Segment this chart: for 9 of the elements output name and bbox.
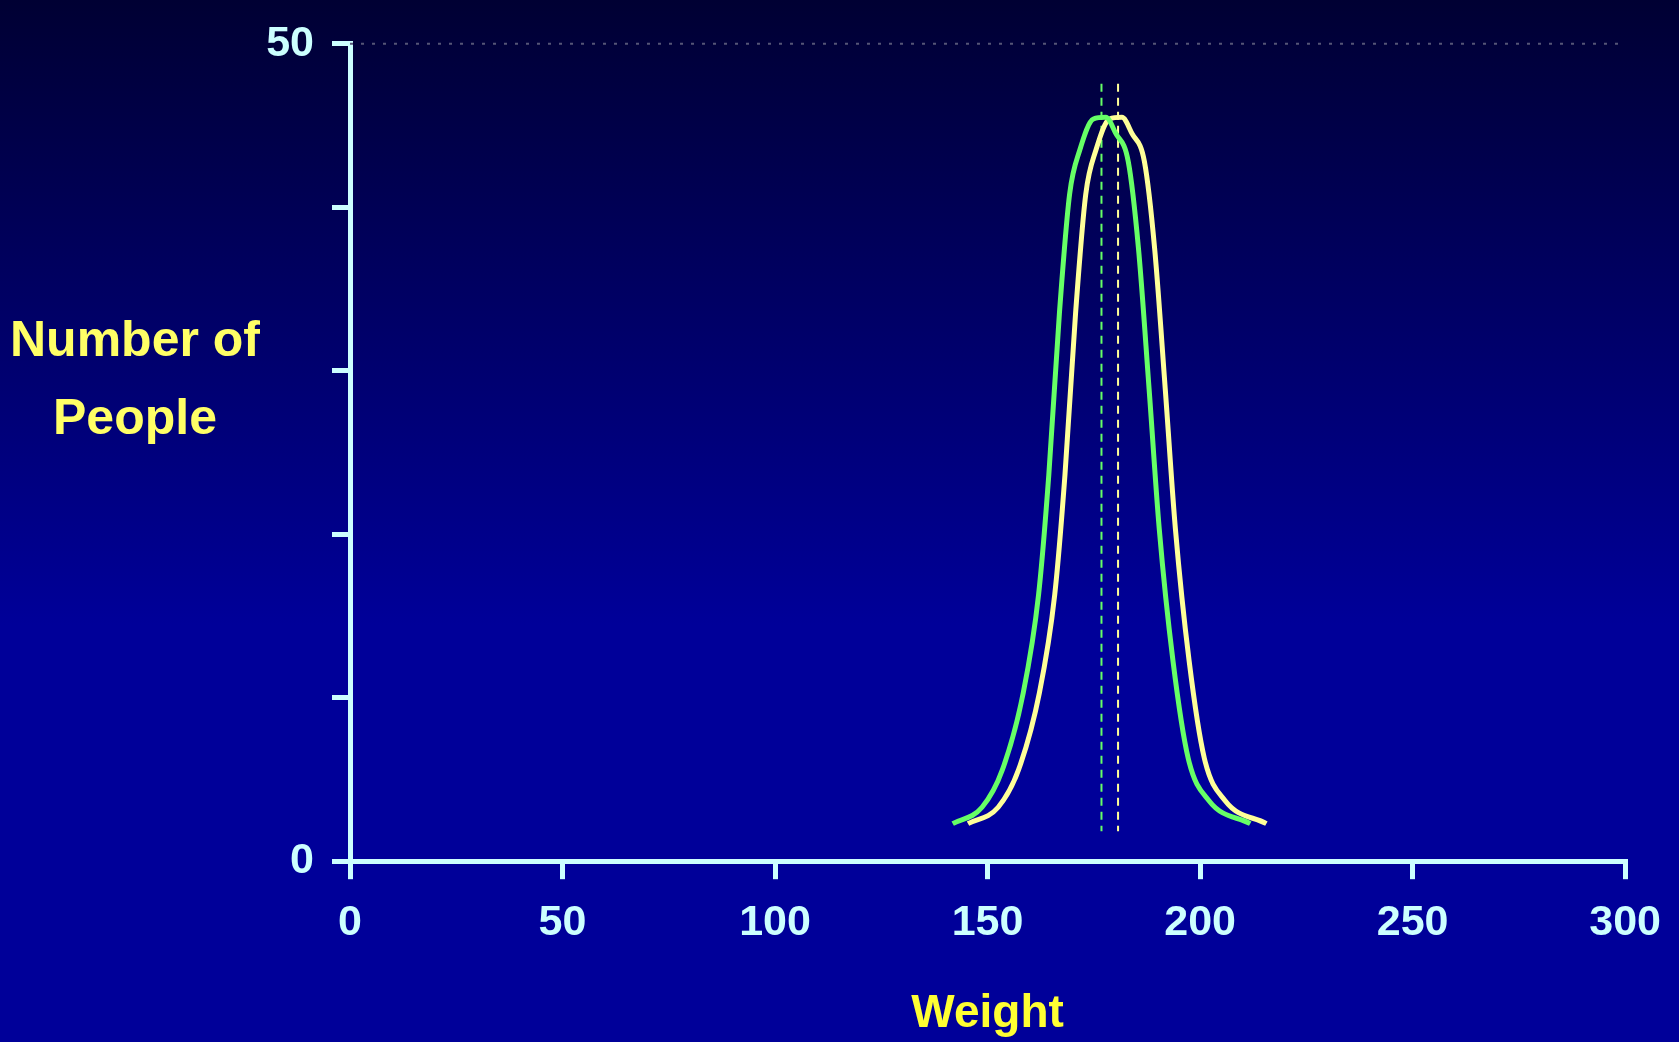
x-tick-label: 150 [951, 895, 1024, 944]
x-tick-label: 100 [739, 895, 811, 944]
x-tick-label: 200 [1164, 895, 1236, 944]
y-axis-title: Number of People [9, 310, 261, 447]
x-tick-label: 0 [338, 895, 362, 944]
x-tick-label: 250 [1376, 895, 1449, 944]
x-axis-title: Weight [911, 985, 1064, 1038]
x-tick-label: 300 [1589, 895, 1661, 944]
x-tick-label: 50 [538, 895, 587, 944]
